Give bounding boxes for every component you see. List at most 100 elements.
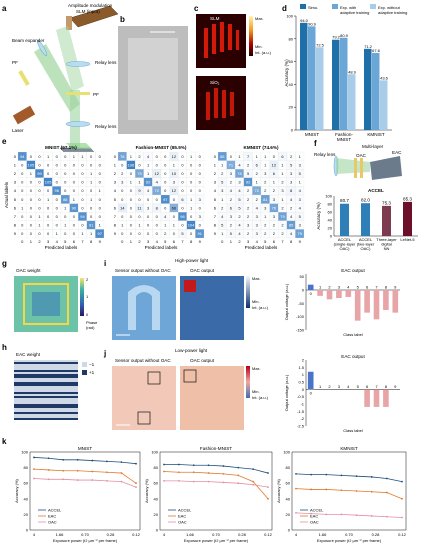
k-point: [207, 464, 210, 467]
i-eac-xtick-label: 7: [375, 285, 378, 290]
confusion-value: 2: [264, 180, 267, 185]
f-ytick-label: 100: [325, 194, 332, 199]
eac-weight-row: [14, 410, 78, 412]
d-ytick-label: 20: [289, 105, 294, 110]
confusion-value: 0: [21, 188, 24, 193]
confusion-value: 0: [130, 214, 133, 219]
confusion-value: 0: [147, 231, 150, 236]
f-oac-label: OAC: [356, 153, 367, 158]
f-beam: [336, 158, 370, 174]
confusion-value: 0: [47, 188, 50, 193]
d-bar-value: 94.0: [300, 18, 309, 23]
confusion-value: 1: [221, 231, 224, 236]
panel-e-confusion: e MNIST (97.1%)94 0 0 1 0 0 1 1 0 000 105 0 0 0 0 0 0 0 01…: [2, 137, 305, 250]
confusion-value: 2: [138, 154, 141, 159]
k-ylabel: Accuracy (%): [276, 478, 281, 502]
k-ytick-label: 40: [286, 496, 291, 501]
confusion-value: 0: [64, 231, 67, 236]
k-point: [340, 489, 343, 492]
f-category-label: OAC): [340, 246, 351, 251]
k-point: [267, 472, 269, 474]
confusion-value: 71: [229, 162, 234, 167]
j-oac-box: [183, 369, 197, 383]
confusion-value: 3: [230, 214, 233, 219]
confusion-value: 1: [38, 223, 41, 228]
eac-weight-row: [14, 368, 78, 370]
confusion-value: 0: [121, 188, 124, 193]
g-colorbar: [80, 278, 84, 316]
confusion-value: 2: [247, 188, 250, 193]
confusion-value: 0: [199, 223, 202, 228]
d-bar: [316, 47, 324, 130]
f-relay-label: Relay lens: [314, 152, 336, 157]
confusion-value: 0: [181, 205, 184, 210]
confusion-value: 4: [147, 154, 150, 159]
pf-filter-2: [66, 92, 90, 95]
accel-top: [66, 143, 92, 149]
k-point: [105, 471, 108, 474]
eac-weight-row: [14, 390, 78, 392]
confusion-value: 0: [199, 188, 202, 193]
confusion-value: 1: [264, 154, 267, 159]
confusion-col-tick: 5: [164, 239, 167, 244]
k-point: [355, 490, 358, 492]
k-xtick-label: 4: [295, 532, 298, 537]
confusion-value: 0: [30, 188, 33, 193]
confusion-cell: [295, 229, 305, 239]
k-xtick-label: 1.66: [319, 532, 328, 537]
d-ytick-label: 0: [291, 128, 294, 133]
j-cbar-min: Min.: [252, 389, 260, 394]
g-cbar-label: Phase: [86, 320, 98, 325]
g-cbar-tick-0: 0: [86, 312, 89, 317]
confusion-value: 0: [47, 231, 50, 236]
i-eac-ytick-label: 50: [300, 274, 305, 279]
confusion-value: 2: [273, 188, 276, 193]
confusion-value: 0: [81, 197, 84, 202]
confusion-row-tick: 6: [114, 205, 117, 210]
confusion-col-tick: 1: [230, 239, 233, 244]
j-eac-ytick-label: -1.5: [297, 409, 305, 414]
confusion-value: 0: [156, 214, 159, 219]
confusion-value: 79: [297, 231, 302, 236]
k-legend-label: OAC: [178, 520, 187, 525]
eac-weight-row: [14, 416, 78, 418]
d-ylabel: Accuracy (%): [284, 59, 289, 87]
k-point: [310, 488, 313, 491]
confusion-value: 0: [181, 154, 184, 159]
confusion-value: 0: [121, 162, 124, 167]
confusion-value: 0: [38, 154, 41, 159]
k-point: [91, 470, 94, 473]
confusion-value: 2: [238, 214, 241, 219]
confusion-row-tick: 3: [114, 180, 117, 185]
k-point: [222, 481, 225, 484]
eac-weight-row: [14, 392, 78, 394]
confusion-value: 2: [256, 197, 259, 202]
oac-weight-center: [32, 292, 60, 316]
confusion-value: 1: [256, 154, 259, 159]
confusion-row-tick: 7: [114, 214, 117, 219]
beam-expander-label: Beam expander: [12, 38, 45, 43]
confusion-col-tick: 5: [64, 239, 67, 244]
confusion-value: 0: [21, 180, 24, 185]
confusion-value: 5: [247, 171, 250, 176]
confusion-value: 3: [221, 188, 224, 193]
h-legend-pos-swatch: [82, 370, 87, 375]
confusion-value: 0: [30, 197, 33, 202]
slm-mount: [66, 16, 72, 30]
confusion-value: 0: [64, 214, 67, 219]
slm-image-label: SLM: [210, 16, 220, 21]
f-category-label: (single-layer: [334, 242, 356, 247]
confusion-value: 1: [81, 154, 84, 159]
confusion-value: 2: [281, 180, 284, 185]
k-plot-frame: [29, 451, 141, 531]
confusion-col-tick: 6: [173, 239, 176, 244]
f-ytick-label: 0: [330, 234, 333, 239]
j-eac-xtick-label: 0: [310, 390, 313, 395]
confusion-value: 1: [190, 197, 193, 202]
confusion-value: 0: [47, 205, 50, 210]
confusion-cell: [195, 229, 205, 239]
panel-letter-a: a: [2, 4, 7, 13]
j-eac-ylabel: Output voltage (a.u.): [284, 374, 289, 411]
confusion-value: 2: [247, 162, 250, 167]
f-oac-layer-2: [360, 158, 363, 178]
